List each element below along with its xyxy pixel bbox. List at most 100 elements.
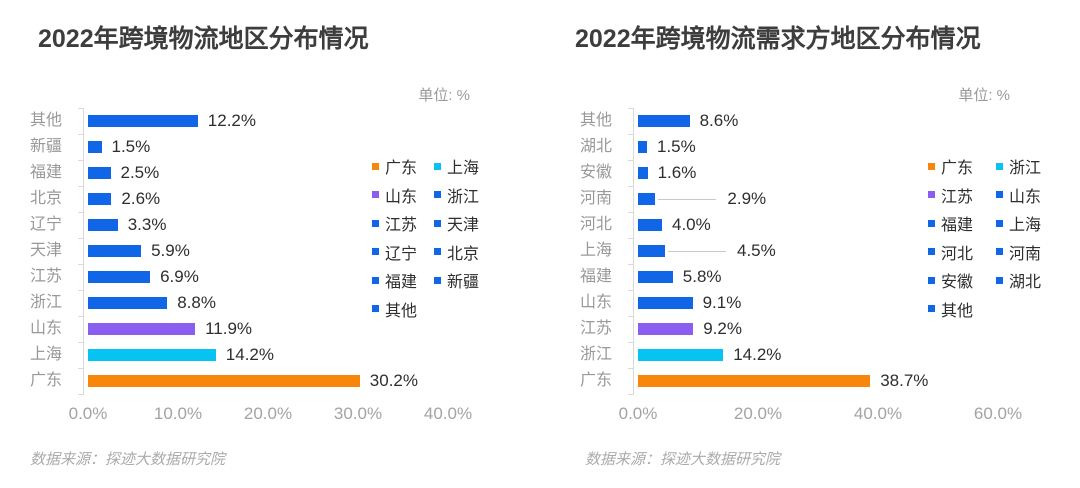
leader-line [658, 199, 717, 200]
bar [88, 167, 111, 179]
legend-label: 山东 [385, 188, 418, 206]
legend-swatch [372, 219, 379, 227]
bar [638, 115, 690, 127]
legend-label: 湖北 [1009, 274, 1042, 292]
legend-swatch [996, 191, 1003, 199]
legend-item: 山东 [372, 181, 434, 210]
category-label: 广东 [579, 372, 612, 389]
value-label: 4.0% [672, 215, 711, 234]
bar-row: 浙江 14.2% [540, 342, 1080, 368]
legend: 广东 浙江 江苏 山东 福建 上海 河北 河南 安徽 湖北 其他 [928, 152, 1041, 323]
legend-swatch [928, 219, 935, 227]
bar [638, 193, 656, 205]
legend-swatch [434, 162, 441, 170]
legend-label: 福建 [941, 217, 974, 235]
bar [638, 375, 871, 387]
axis-tick [78, 394, 83, 395]
legend-label: 福建 [385, 274, 418, 292]
category-label: 江苏 [579, 320, 612, 337]
axis-ticks [540, 108, 1080, 395]
legend-label: 山东 [1009, 188, 1042, 206]
legend-label: 浙江 [1009, 160, 1042, 178]
legend: 广东 上海 山东 浙江 江苏 天津 辽宁 北京 福建 新疆 其他 [372, 152, 479, 323]
unit-label: 单位: % [958, 87, 1010, 104]
legend-item: 江苏 [928, 181, 996, 210]
bar [88, 375, 360, 387]
bar [638, 297, 693, 309]
category-label: 福建 [579, 268, 612, 285]
legend-item: 河南 [996, 238, 1041, 267]
axis-tick [78, 134, 83, 135]
axis-tick [628, 212, 633, 213]
legend-swatch [996, 162, 1003, 170]
legend-swatch [928, 162, 935, 170]
axis-tick [78, 160, 83, 161]
source-note: 数据来源：探迹大数据研究院 [585, 451, 781, 468]
value-label: 2.6% [121, 189, 161, 208]
axis-tick [78, 368, 83, 369]
axis-tick [78, 342, 83, 343]
bar-row: 山东 11.9% [0, 316, 540, 342]
legend-item: 北京 [434, 238, 479, 267]
axis-tick [628, 186, 633, 187]
legend-swatch [372, 191, 379, 199]
legend-swatch [434, 191, 441, 199]
value-label: 4.5% [737, 241, 776, 260]
bar [88, 193, 112, 205]
bar [638, 167, 648, 179]
legend-item: 广东 [372, 152, 434, 181]
bar-row: 河南 2.9% [540, 186, 1080, 212]
bar-row: 广东 30.2% [0, 368, 540, 394]
legend-swatch [928, 276, 935, 284]
plot-rows: 其他 12.2% 新疆 1.5% 福建 2.5% 北京 2.6% 辽宁 3.3% 天津 5.9% 江苏 6… [0, 108, 540, 394]
bar [638, 323, 694, 335]
legend-item: 河北 [928, 238, 996, 267]
chart-panel-right: 2022年跨境物流需求方地区分布情况 单位: % 其他 8.6% 湖北 1.5% 安徽 1… [540, 0, 1080, 488]
axis-tick [628, 160, 633, 161]
source-note: 数据来源：探迹大数据研究院 [30, 451, 226, 468]
legend-label: 天津 [447, 217, 480, 235]
value-label: 3.3% [127, 215, 167, 234]
legend-swatch [372, 276, 379, 284]
legend-label: 辽宁 [385, 245, 418, 263]
axis-tick [628, 342, 633, 343]
legend-swatch [996, 276, 1003, 284]
legend-item: 浙江 [996, 152, 1041, 181]
bar-row: 福建 2.5% [0, 160, 540, 186]
legend-swatch [996, 248, 1003, 256]
category-label: 辽宁 [29, 216, 62, 233]
legend-item: 上海 [996, 209, 1041, 238]
bar-row: 河北 4.0% [540, 212, 1080, 238]
axis-tick [628, 316, 633, 317]
x-tick-label: 40.0% [423, 404, 473, 423]
legend-item: 福建 [372, 266, 434, 295]
legend-label: 河北 [941, 245, 974, 263]
bar [88, 323, 196, 335]
value-label: 5.9% [151, 241, 190, 260]
axis-tick [78, 212, 83, 213]
category-label: 广东 [29, 372, 62, 389]
bar-row: 江苏 9.2% [540, 316, 1080, 342]
axis-tick [78, 290, 83, 291]
category-label: 新疆 [29, 138, 62, 155]
value-label: 12.2% [207, 111, 256, 130]
category-label: 湖北 [579, 138, 612, 155]
bar [88, 115, 198, 127]
legend-label: 浙江 [447, 188, 480, 206]
value-label: 8.6% [699, 111, 739, 130]
legend-item: 浙江 [434, 181, 479, 210]
category-label: 河南 [579, 190, 612, 207]
bar [88, 271, 151, 283]
axis-tick [628, 290, 633, 291]
x-tick-label: 20.0% [243, 404, 293, 423]
category-label: 江苏 [29, 268, 62, 285]
x-axis-labels: 0.0% 10.0% 20.0% 30.0% 40.0% [0, 401, 540, 427]
x-tick-label: 0.0% [618, 404, 658, 423]
legend-item: 天津 [434, 209, 479, 238]
axis-tick [628, 368, 633, 369]
legend-swatch [928, 248, 935, 256]
bar-row: 其他 12.2% [0, 108, 540, 134]
legend-item: 广东 [928, 152, 996, 181]
value-label: 9.1% [702, 293, 742, 312]
